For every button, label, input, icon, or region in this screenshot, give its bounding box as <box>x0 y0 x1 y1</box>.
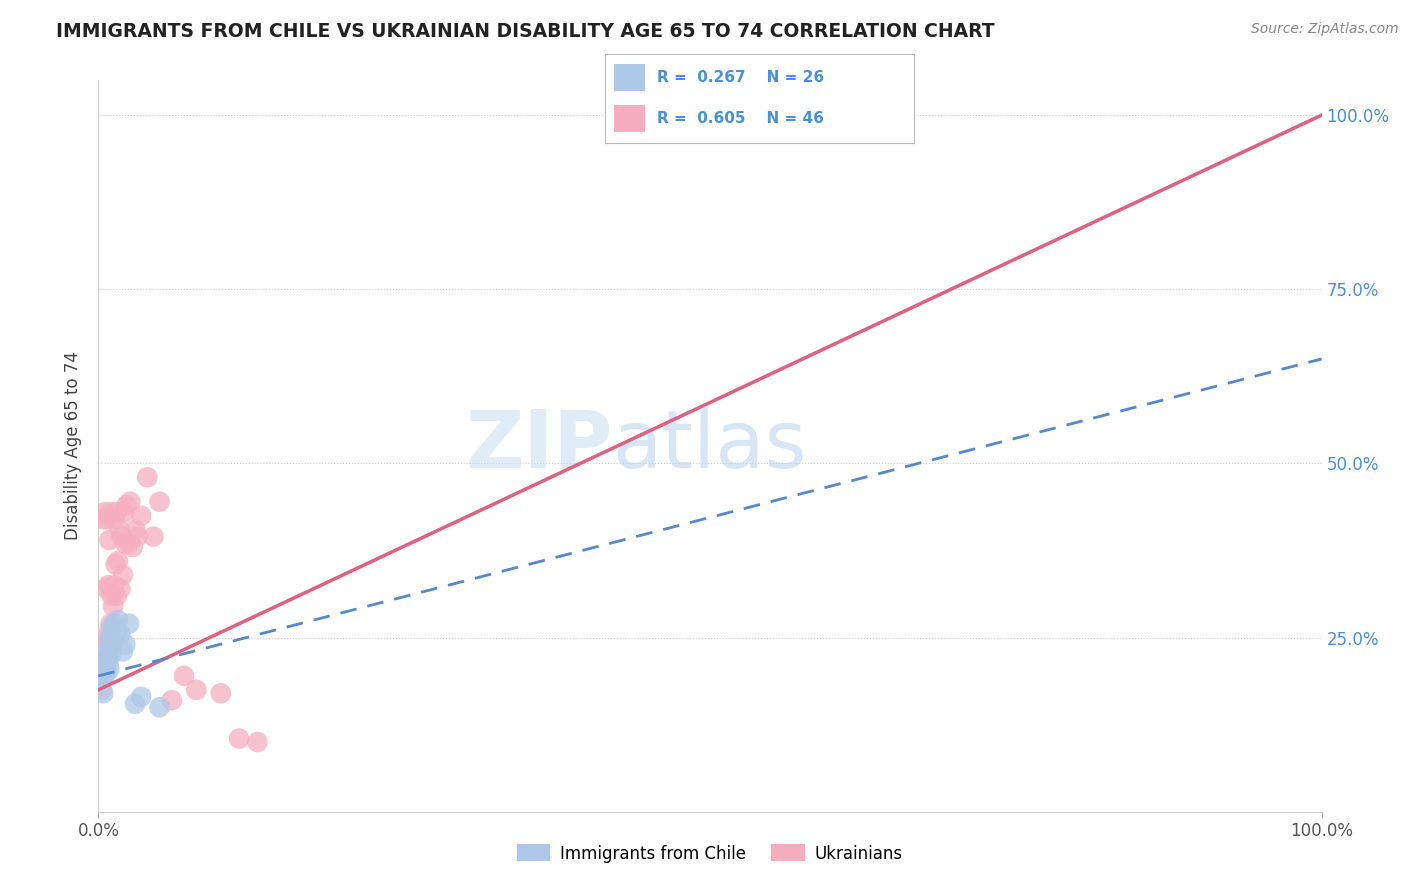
Point <box>101 620 124 634</box>
Point <box>111 644 134 658</box>
Point <box>91 512 114 526</box>
Point <box>173 669 195 683</box>
Point <box>120 494 142 508</box>
Point <box>105 505 128 519</box>
Point <box>91 665 114 680</box>
Point <box>186 682 208 697</box>
Bar <box>614 64 645 91</box>
Point <box>110 582 132 596</box>
Point <box>93 669 115 683</box>
Point <box>127 530 149 544</box>
Point <box>114 536 136 550</box>
Text: R =  0.267    N = 26: R = 0.267 N = 26 <box>657 70 824 85</box>
Point <box>115 498 138 512</box>
Point <box>108 523 131 537</box>
Point <box>93 655 115 669</box>
Point <box>101 599 124 614</box>
Point <box>124 523 146 537</box>
Point <box>94 512 117 526</box>
Point <box>96 631 118 645</box>
Point <box>91 665 114 680</box>
Point <box>97 655 120 669</box>
Point <box>98 662 121 676</box>
Point <box>149 494 172 508</box>
Point <box>98 624 121 638</box>
Point <box>91 682 114 697</box>
Point <box>111 567 134 582</box>
Point <box>105 624 128 638</box>
Bar <box>614 105 645 132</box>
Point <box>100 648 122 662</box>
Point <box>101 638 124 652</box>
Point <box>103 512 125 526</box>
Point <box>104 558 127 572</box>
Point <box>96 644 118 658</box>
Point <box>103 616 125 631</box>
Point <box>246 735 269 749</box>
Text: ZIP: ZIP <box>465 407 612 485</box>
Point <box>114 638 136 652</box>
Point <box>118 536 141 550</box>
Point <box>96 582 118 596</box>
Point <box>98 631 121 645</box>
Point <box>97 578 120 592</box>
Point <box>129 690 152 704</box>
Point <box>121 540 143 554</box>
Point <box>93 505 115 519</box>
Point <box>129 508 152 523</box>
Point <box>228 731 250 746</box>
Point <box>136 470 159 484</box>
Y-axis label: Disability Age 65 to 74: Disability Age 65 to 74 <box>65 351 83 541</box>
Point <box>91 669 114 683</box>
Point <box>101 589 124 603</box>
Point <box>93 658 115 673</box>
Point <box>91 686 114 700</box>
Point <box>112 505 135 519</box>
Point <box>96 665 118 680</box>
Point <box>124 697 146 711</box>
Point <box>98 533 121 547</box>
Point <box>103 578 125 592</box>
Text: atlas: atlas <box>612 407 807 485</box>
Point <box>142 530 165 544</box>
Point <box>100 505 122 519</box>
Point <box>111 530 134 544</box>
Point <box>94 651 117 665</box>
Point <box>94 638 117 652</box>
Point <box>94 658 117 673</box>
Point <box>118 616 141 631</box>
Text: IMMIGRANTS FROM CHILE VS UKRAINIAN DISABILITY AGE 65 TO 74 CORRELATION CHART: IMMIGRANTS FROM CHILE VS UKRAINIAN DISAB… <box>56 22 995 41</box>
Text: R =  0.605    N = 46: R = 0.605 N = 46 <box>657 112 824 126</box>
Point <box>110 627 132 641</box>
Point <box>107 554 129 568</box>
Point <box>149 700 172 714</box>
Point <box>107 613 129 627</box>
Text: Source: ZipAtlas.com: Source: ZipAtlas.com <box>1251 22 1399 37</box>
Point <box>101 634 124 648</box>
Point <box>160 693 183 707</box>
Point <box>100 616 122 631</box>
Point <box>209 686 232 700</box>
Point <box>105 589 128 603</box>
Legend: Immigrants from Chile, Ukrainians: Immigrants from Chile, Ukrainians <box>510 838 910 869</box>
Point <box>97 651 120 665</box>
Point <box>100 640 122 655</box>
